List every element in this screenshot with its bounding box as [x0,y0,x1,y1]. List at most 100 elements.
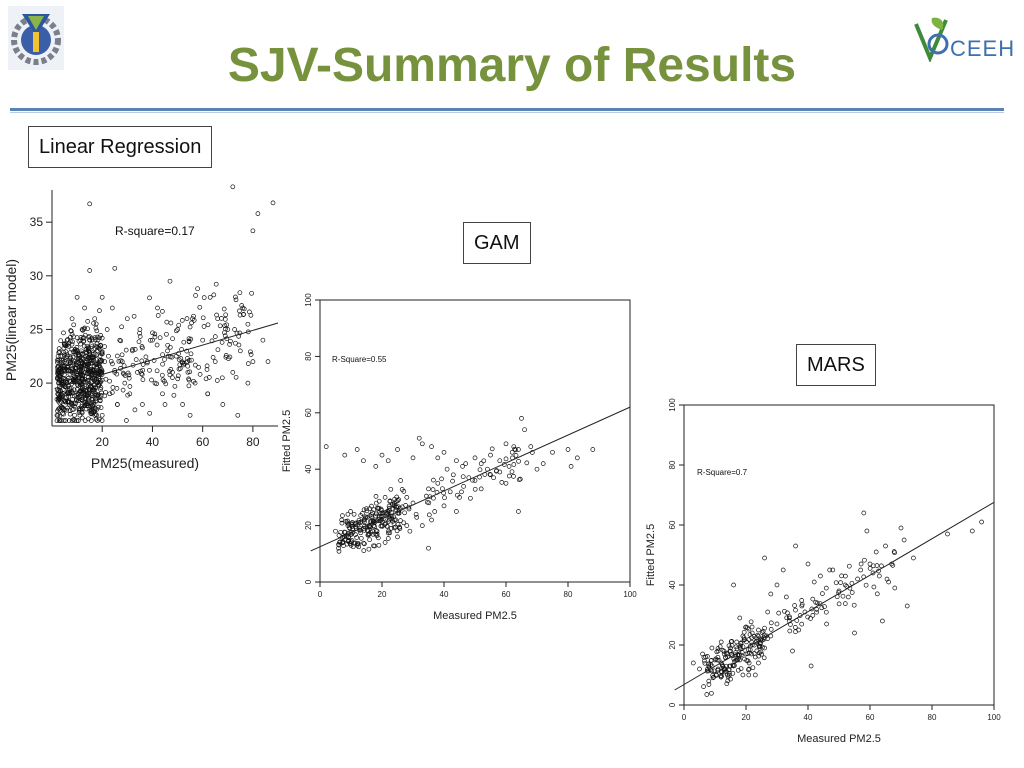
title-divider-shadow [10,112,1004,113]
data-point [70,339,75,345]
data-point [356,544,362,550]
data-point [904,603,910,609]
data-point [207,294,213,300]
data-point [88,411,94,417]
data-point [195,286,200,292]
data-point [237,290,243,296]
data-point [340,539,346,545]
data-point [404,523,410,528]
data-point [838,580,843,585]
y-tick-label: 25 [30,322,44,336]
data-point [167,344,173,350]
data-point [239,303,245,308]
data-point [114,353,120,359]
data-point [155,313,161,318]
data-point [94,412,99,418]
data-point [233,297,239,303]
data-point [72,412,77,418]
data-point [398,518,403,523]
data-point [441,503,447,509]
data-point [150,330,155,336]
data-point [89,342,94,348]
data-point [54,418,60,423]
data-point [98,387,103,392]
data-point [494,468,499,473]
data-point [711,674,717,680]
data-point [805,561,811,567]
data-point [97,346,103,352]
data-point [728,648,733,654]
data-point [472,486,478,492]
data-point [768,627,774,632]
data-point [60,358,66,363]
data-point [188,351,194,357]
data-point [385,530,391,536]
data-point [398,478,403,483]
data-point [376,542,382,548]
data-point [196,364,201,370]
plot-frame [319,299,631,583]
data-point [165,348,170,354]
data-point [487,471,493,477]
y-tick-label: 35 [30,215,44,229]
data-point [119,324,124,330]
y-tick-label: 100 [304,293,313,307]
data-point [74,362,79,368]
data-point [89,360,94,366]
data-point [805,614,811,620]
data-point [56,395,61,401]
data-point [175,327,180,332]
data-point [237,348,243,354]
data-point [911,555,916,561]
data-point [120,370,126,376]
data-point [260,337,266,343]
data-point [86,369,91,375]
x-tick-label: 80 [928,713,937,722]
data-point [61,367,67,372]
data-point [219,316,224,321]
plot-frame [683,404,995,706]
data-point [858,567,864,573]
data-point [87,349,92,355]
data-point [344,520,350,526]
data-point [782,608,787,614]
data-point [723,654,728,660]
data-point [776,610,782,616]
data-point [55,367,61,373]
mars-scatter-plot: 0 20 40 60 80 100 0 20 40 60 80 100 Measured PM2.5 Fi… [645,398,1001,745]
data-point [435,455,441,461]
data-point [75,375,80,381]
data-point [95,418,100,423]
data-point [249,290,254,296]
data-point [348,509,353,514]
data-point [99,377,105,383]
data-point [753,639,759,645]
data-point [154,381,159,387]
data-point [390,506,396,512]
data-point [164,331,169,337]
r-square-annotation: R-Square=0.7 [697,468,748,477]
data-point [472,455,478,461]
data-point [187,324,193,330]
data-point [82,332,88,338]
data-point [720,664,726,670]
data-point [441,449,447,455]
data-point [814,609,819,615]
data-point [516,477,522,483]
data-point [247,309,252,315]
data-point [80,384,85,390]
data-point [890,563,896,568]
data-point [855,576,860,582]
data-point [836,601,842,607]
data-point [112,265,118,271]
data-point [140,402,145,407]
data-point [356,541,361,546]
data-point [397,524,402,530]
regression-line [674,501,995,691]
data-point [745,651,751,657]
data-point [116,358,122,364]
x-tick-label: 100 [623,590,637,599]
data-point [755,632,760,638]
data-point [61,387,66,392]
data-point [227,342,232,347]
